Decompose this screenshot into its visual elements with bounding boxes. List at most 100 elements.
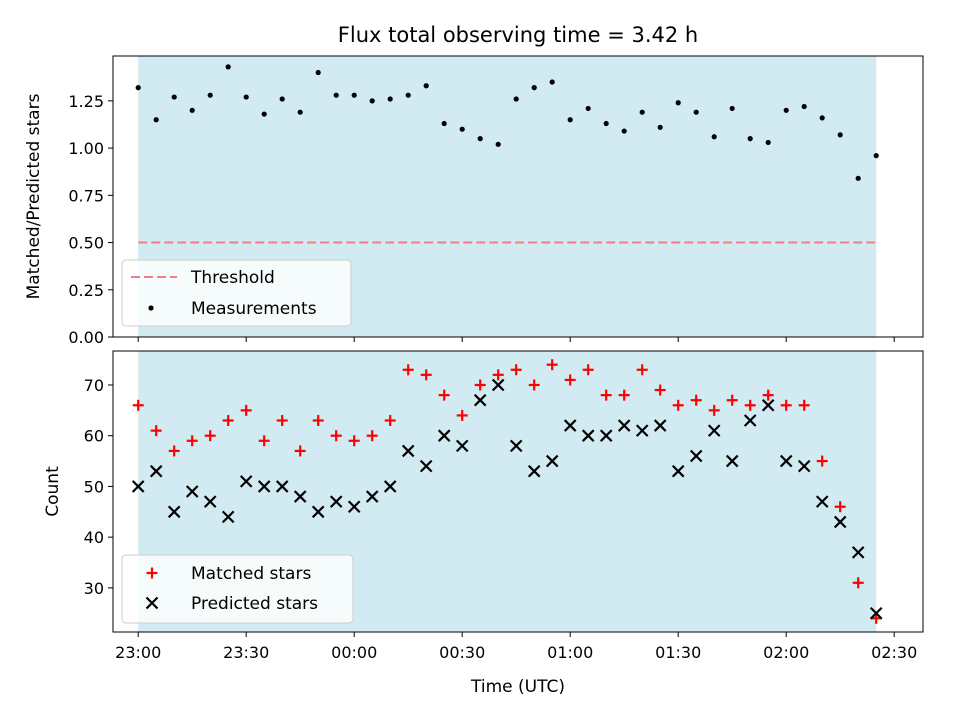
measurement-point <box>387 96 393 102</box>
matched-star-marker <box>582 364 594 376</box>
y-tick-label: 50 <box>84 477 104 496</box>
matched-star-marker <box>330 430 342 442</box>
y-tick-label: 40 <box>84 528 104 547</box>
predicted-star-marker <box>707 424 721 437</box>
measurement-point <box>441 120 447 127</box>
predicted-star-marker <box>689 449 703 463</box>
bottom-legend-box <box>121 554 354 624</box>
bottom-panel: 30 40 50 60 70 23:00 23:30 00:00 00:30 01:00 01:3… <box>43 350 924 697</box>
matched-star-marker <box>510 364 522 376</box>
measurement-point <box>549 79 555 85</box>
x-tick-label: 23:00 <box>115 643 161 662</box>
y-tick-label: 1.25 <box>68 92 104 111</box>
measurement-point <box>531 85 537 91</box>
x-tick-label: 02:30 <box>871 643 917 662</box>
measurement-point <box>783 107 789 113</box>
measurement-point <box>207 92 213 98</box>
measurement-point <box>747 136 753 142</box>
measurement-point <box>711 134 717 140</box>
matched-star-marker <box>708 404 720 416</box>
measurement-point <box>459 126 465 132</box>
top-y-axis-label: Matched/Predicted stars <box>24 93 44 299</box>
legend-predicted-marker <box>145 596 159 610</box>
y-tick-label: 0.00 <box>68 328 104 347</box>
predicted-star-marker <box>365 490 379 503</box>
measurement-point <box>837 132 843 138</box>
legend-matched-marker <box>146 567 158 579</box>
predicted-star-marker <box>167 505 181 519</box>
matched-star-marker <box>204 430 216 442</box>
predicted-star-marker <box>509 439 523 453</box>
predicted-star-marker <box>545 454 559 468</box>
predicted-star-markers <box>131 378 883 620</box>
top-y-ticks: 0.00 0.25 0.50 0.75 1.00 1.25 <box>68 92 113 347</box>
matched-star-marker <box>618 389 630 401</box>
matched-star-marker <box>240 404 252 416</box>
measurement-point <box>801 103 807 110</box>
matched-star-marker <box>132 399 144 411</box>
predicted-star-marker <box>347 500 361 513</box>
measurement-point <box>333 92 339 98</box>
measurement-point <box>369 98 375 104</box>
matched-star-marker <box>492 369 504 381</box>
predicted-star-marker <box>203 495 217 508</box>
measurement-point <box>153 117 159 123</box>
measurement-points <box>135 64 879 181</box>
top-axes-frame <box>112 55 924 338</box>
chart-title: Flux total observing time = 3.42 h <box>338 23 698 47</box>
matched-star-marker <box>852 577 864 589</box>
predicted-star-marker <box>779 454 793 468</box>
measurement-point <box>621 128 627 134</box>
predicted-star-marker <box>869 606 883 620</box>
x-tick-label: 23:30 <box>223 643 269 662</box>
top-legend: Threshold Measurements <box>121 259 352 327</box>
predicted-star-marker <box>311 505 325 519</box>
matched-star-marker <box>384 414 396 426</box>
predicted-star-marker <box>491 378 505 392</box>
predicted-star-marker <box>275 480 289 493</box>
predicted-star-marker <box>239 475 253 488</box>
matched-star-marker <box>546 359 558 371</box>
matched-star-marker <box>402 364 414 376</box>
x-tick-label: 00:30 <box>439 643 485 662</box>
top-legend-box <box>121 259 352 327</box>
measurement-point <box>693 109 699 115</box>
matched-star-marker <box>672 399 684 411</box>
measurement-point <box>189 107 195 113</box>
matched-star-marker <box>654 384 666 396</box>
predicted-star-marker <box>725 454 739 468</box>
measurement-point <box>297 109 303 115</box>
y-tick-label: 70 <box>84 376 104 395</box>
matched-star-marker <box>690 394 702 406</box>
x-tick-label: 01:00 <box>547 643 593 662</box>
measurement-point <box>315 69 321 76</box>
predicted-star-marker <box>851 546 865 559</box>
measurement-point <box>261 111 267 117</box>
matched-star-marker <box>474 379 486 391</box>
predicted-star-marker <box>473 393 487 407</box>
matched-star-marker <box>348 435 360 447</box>
measurement-point <box>135 85 141 91</box>
predicted-star-marker <box>653 419 667 432</box>
measurement-point <box>873 153 879 159</box>
matched-star-marker <box>762 389 774 401</box>
measurement-point <box>567 117 573 123</box>
predicted-star-marker <box>815 495 829 508</box>
x-tick-label: 02:00 <box>763 643 809 662</box>
matched-star-marker <box>744 399 756 411</box>
measurement-point <box>171 94 177 100</box>
predicted-star-marker <box>419 459 433 473</box>
predicted-star-marker <box>563 419 577 432</box>
measurement-point <box>819 115 825 121</box>
predicted-star-marker <box>455 439 469 453</box>
top-x-ticks <box>137 337 895 342</box>
legend-matched-swatch <box>146 567 158 579</box>
y-tick-label: 0.50 <box>68 234 104 253</box>
matched-star-marker <box>420 369 432 381</box>
predicted-star-marker <box>221 510 235 524</box>
predicted-star-marker <box>617 419 631 432</box>
matched-star-marker <box>312 414 324 426</box>
legend-predicted-swatch <box>145 596 159 610</box>
predicted-star-marker <box>833 515 847 529</box>
